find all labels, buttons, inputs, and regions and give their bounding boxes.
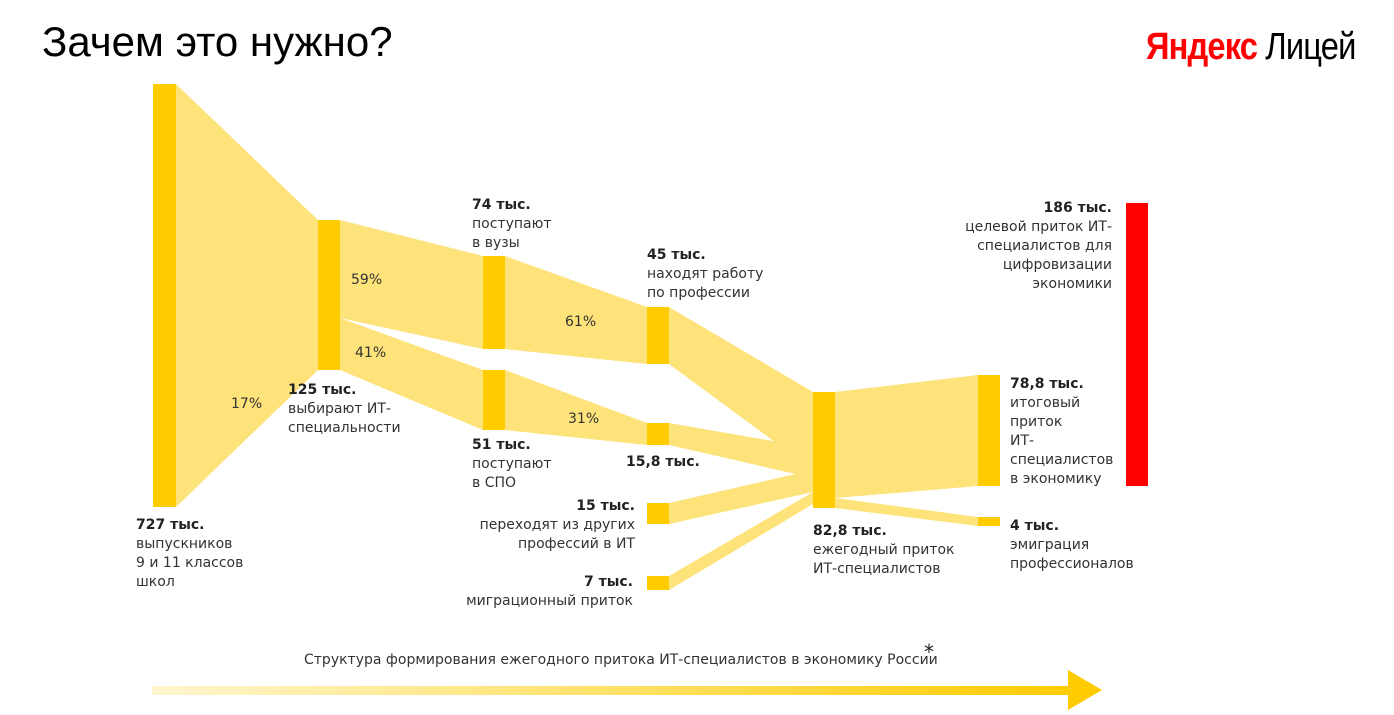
flow-jobs-to-annual [669, 307, 813, 470]
flow-annual-to-emigration [835, 498, 978, 526]
flow-it-to-universities [340, 220, 483, 349]
label-graduates: 727 тыс. выпускников 9 и 11 классов школ [136, 517, 244, 590]
flow-graduates-to-it [176, 84, 318, 507]
pct-spo-to-jobs: 31% [568, 411, 600, 427]
label-annual-inflow: 82,8 тыс. ежегодный приток ИТ-специалист… [813, 523, 955, 577]
node-final-inflow [978, 375, 1000, 486]
node-it-choice [318, 220, 340, 370]
flow-universities-to-jobs [505, 256, 647, 364]
label-final-inflow: 78,8 тыс. итоговый приток ИТ- специалист… [1010, 376, 1114, 487]
node-target [1126, 203, 1148, 486]
label-universities: 74 тыс. поступают в вузы [472, 197, 552, 251]
node-annual-inflow [813, 392, 835, 508]
label-career-change: 15 тыс. переходят из других профессий в … [479, 498, 635, 552]
label-jobs: 45 тыс. находят работу по профессии [647, 247, 764, 301]
timeline-arrow-head [1068, 670, 1102, 710]
label-migration: 7 тыс. миграционный приток [466, 574, 633, 609]
pct-graduates-to-it: 17% [231, 396, 263, 412]
node-emigration [978, 517, 1000, 526]
flow-it-to-spo [340, 318, 483, 430]
footnote-asterisk: * [924, 640, 934, 664]
page-title: Зачем это нужно? [42, 18, 393, 65]
node-spo-jobs [647, 423, 669, 445]
label-spo-jobs: 15,8 тыс. [626, 454, 700, 470]
diagram-caption: Структура формирования ежегодного приток… [304, 652, 938, 668]
node-jobs [647, 307, 669, 364]
node-migration [647, 576, 669, 590]
pct-it-to-spo: 41% [355, 345, 387, 361]
flow-career-change-to-annual [669, 470, 813, 524]
node-graduates [153, 84, 176, 507]
pct-it-to-universities: 59% [351, 272, 383, 288]
label-emigration: 4 тыс. эмиграция профессионалов [1010, 518, 1134, 572]
pct-universities-to-jobs: 61% [565, 314, 597, 330]
timeline-arrow-shaft [152, 686, 1074, 695]
flow-spo-jobs-to-annual [669, 423, 813, 478]
label-spo: 51 тыс. поступают в СПО [472, 437, 552, 491]
node-universities [483, 256, 505, 349]
node-spo [483, 370, 505, 430]
label-it-choice: 125 тыс. выбирают ИТ- специальности [288, 382, 401, 436]
flow-migration-to-annual [669, 492, 813, 590]
label-target: 186 тыс. целевой приток ИТ- специалистов… [965, 200, 1112, 292]
flow-spo-to-jobs [505, 370, 647, 445]
flow-annual-to-final [835, 375, 978, 498]
node-career-change [647, 503, 669, 524]
yandex-lyceum-logo: Яндекс Лицей [1146, 26, 1356, 68]
